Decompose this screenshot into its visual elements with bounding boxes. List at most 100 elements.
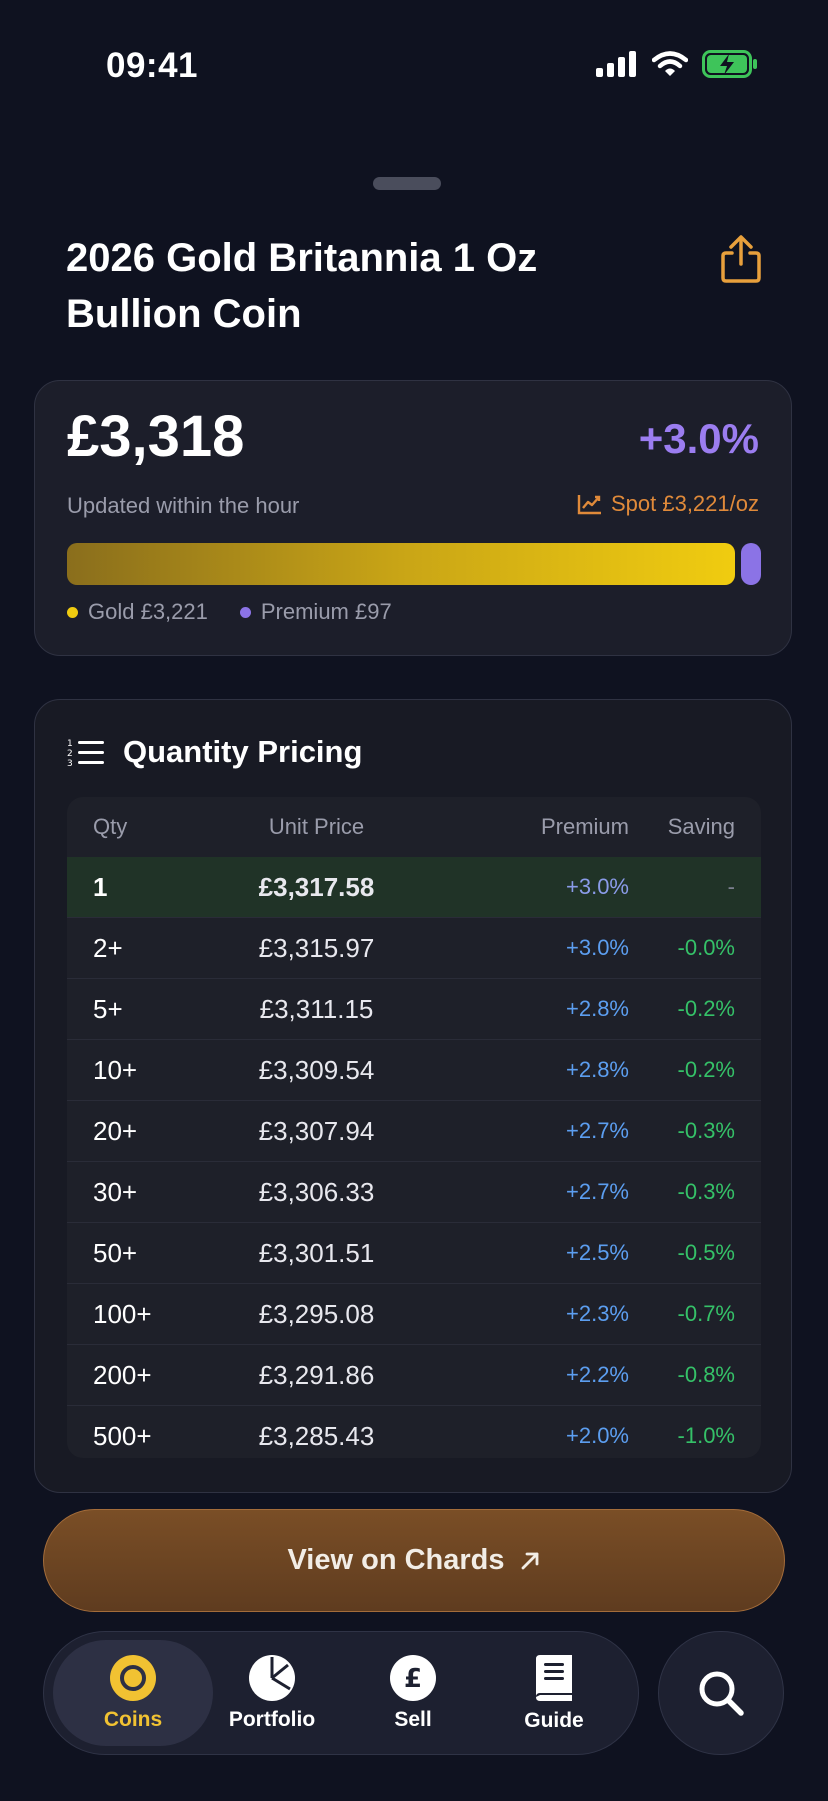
row-qty: 1 [93, 871, 108, 902]
header-qty: Qty [93, 814, 128, 839]
row-qty: 30+ [93, 1176, 138, 1207]
battery-charging-icon [702, 50, 757, 78]
svg-text:2: 2 [67, 749, 73, 759]
view-on-chards-button[interactable]: View on Chards [43, 1509, 785, 1612]
tab-guide-label: Guide [524, 1709, 584, 1732]
table-row: 200+ £3,291.86 +2.2% -0.8% [67, 1344, 761, 1405]
arrow-up-right-icon [521, 1552, 538, 1569]
legend-premium-label: Premium £97 [260, 599, 392, 624]
header-premium: Premium [540, 814, 629, 839]
row-saving: -0.3% [677, 1118, 735, 1143]
search-icon [699, 1671, 744, 1716]
trend-chart-icon [577, 495, 601, 515]
table-row: 1 £3,317.58 +3.0% - [67, 857, 761, 917]
row-unit-price: £3,309.54 [258, 1054, 375, 1085]
tab-guide[interactable]: Guide [474, 1640, 634, 1746]
table-row: 50+ £3,301.51 +2.5% -0.5% [67, 1222, 761, 1283]
pie-chart-icon [249, 1655, 295, 1701]
row-saving: -0.8% [677, 1362, 735, 1387]
premium-portion-bar [741, 543, 761, 585]
row-unit-price: £3,307.94 [258, 1115, 375, 1146]
table-row: 100+ £3,295.08 +2.3% -0.7% [67, 1283, 761, 1344]
share-icon [721, 235, 761, 283]
svg-text:3: 3 [67, 759, 73, 767]
row-premium: +3.0% [566, 874, 629, 899]
row-premium: +2.3% [566, 1301, 629, 1326]
search-button[interactable] [658, 1631, 784, 1755]
table-row: 2+ £3,315.97 +3.0% -0.0% [67, 917, 761, 978]
status-bar: 09:41 [0, 0, 828, 130]
row-unit-price: £3,291.86 [258, 1359, 375, 1390]
price-change: +3.0% [638, 415, 759, 462]
row-premium: +3.0% [566, 935, 629, 960]
row-premium: +2.8% [566, 1057, 629, 1082]
numbered-list-icon: 1 2 3 [67, 739, 104, 767]
table-row: 30+ £3,306.33 +2.7% -0.3% [67, 1161, 761, 1222]
quantity-pricing-card: 1 2 3 Quantity Pricing Qty Unit Price Pr… [34, 699, 792, 1493]
table-row: 20+ £3,307.94 +2.7% -0.3% [67, 1100, 761, 1161]
row-premium: +2.7% [566, 1179, 629, 1204]
row-unit-price: £3,295.08 [258, 1298, 375, 1329]
price-card: £3,318 +3.0% Updated within the hour Spo… [34, 380, 792, 656]
coin-icon [110, 1655, 156, 1701]
row-qty: 2+ [93, 932, 123, 963]
legend-premium: Premium £97 [239, 599, 392, 625]
quantity-pricing-title: Quantity Pricing [123, 734, 363, 769]
table-header: Qty Unit Price Premium Saving [67, 797, 761, 857]
row-saving: -0.2% [677, 996, 735, 1021]
svg-text:£: £ [404, 1664, 422, 1694]
sheet-grabber[interactable] [373, 177, 441, 190]
status-icons [596, 50, 758, 78]
row-premium: +2.0% [566, 1423, 629, 1448]
row-saving: -0.2% [677, 1057, 735, 1082]
row-qty: 10+ [93, 1054, 138, 1085]
row-premium: +2.7% [566, 1118, 629, 1143]
table-row: 500+ £3,285.43 +2.0% -1.0% [67, 1405, 761, 1458]
wifi-icon [652, 51, 688, 76]
tab-coins-label: Coins [103, 1708, 163, 1731]
row-qty: 5+ [93, 993, 123, 1024]
tab-coins[interactable]: Coins [53, 1640, 213, 1746]
header-saving: Saving [667, 814, 735, 839]
tab-portfolio-label: Portfolio [228, 1708, 316, 1731]
row-saving: -0.5% [677, 1240, 735, 1265]
updated-note: Updated within the hour [67, 493, 300, 518]
header-unit-price: Unit Price [268, 814, 365, 839]
row-qty: 100+ [93, 1298, 152, 1329]
spot-label: Spot £3,221/oz [610, 491, 759, 516]
legend-gold: Gold £3,221 [67, 599, 208, 625]
pound-icon: £ [390, 1655, 436, 1701]
book-icon [536, 1655, 572, 1701]
gold-dot [67, 606, 78, 618]
row-unit-price: £3,306.33 [258, 1176, 375, 1207]
row-unit-price: £3,317.58 [258, 871, 375, 902]
current-price: £3,318 [67, 404, 245, 469]
row-premium: +2.5% [566, 1240, 629, 1265]
price-composition-bar [67, 543, 761, 585]
premium-dot [239, 606, 251, 618]
row-saving: - [727, 874, 735, 899]
row-qty: 500+ [93, 1420, 152, 1451]
share-button[interactable] [718, 234, 764, 284]
coin-title: 2026 Gold Britannia 1 Oz Bullion Coin [66, 236, 538, 336]
row-premium: +2.2% [566, 1362, 629, 1387]
legend-gold-label: Gold £3,221 [88, 599, 208, 624]
quantity-pricing-header: 1 2 3 Quantity Pricing [67, 734, 362, 770]
tab-sell[interactable]: £ Sell [333, 1640, 493, 1746]
cellular-signal-icon [596, 51, 636, 77]
row-premium: +2.8% [566, 996, 629, 1021]
gold-portion-bar [67, 543, 735, 585]
row-saving: -1.0% [677, 1423, 735, 1448]
svg-text:1: 1 [67, 739, 73, 749]
tab-sell-label: Sell [394, 1708, 432, 1731]
row-saving: -0.7% [677, 1301, 735, 1326]
row-saving: -0.3% [677, 1179, 735, 1204]
row-unit-price: £3,315.97 [258, 932, 375, 963]
tab-portfolio[interactable]: Portfolio [192, 1640, 352, 1746]
row-unit-price: £3,311.15 [259, 993, 374, 1024]
row-qty: 50+ [93, 1237, 138, 1268]
row-saving: -0.0% [677, 935, 735, 960]
table-row: 5+ £3,311.15 +2.8% -0.2% [67, 978, 761, 1039]
tab-bar: Coins Portfolio £ Sell Guide [43, 1631, 639, 1755]
row-qty: 20+ [93, 1115, 138, 1146]
